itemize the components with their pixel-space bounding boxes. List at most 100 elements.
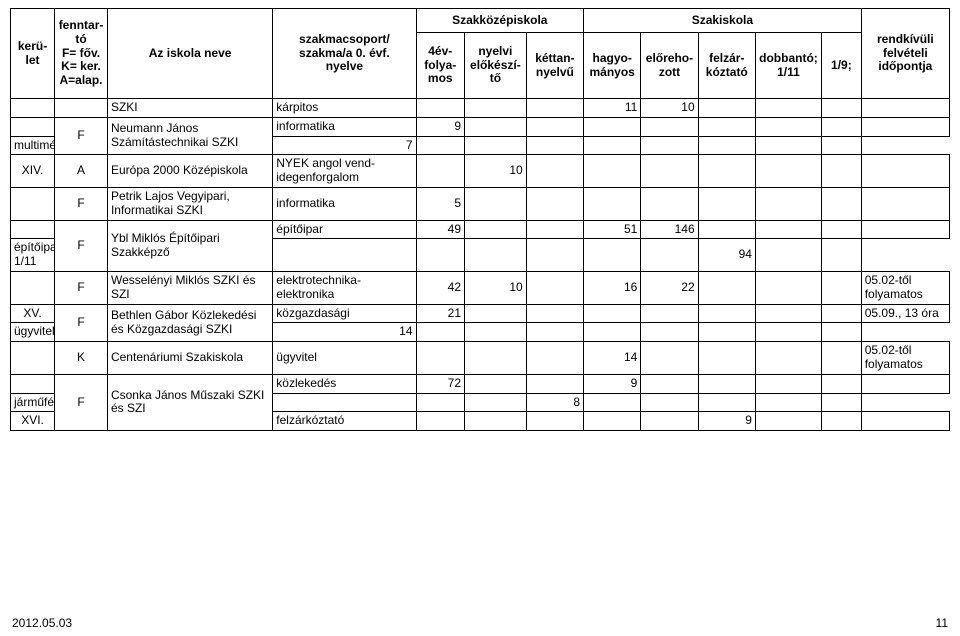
cell-rendkivuli	[861, 155, 949, 188]
cell-c7: 16	[584, 271, 641, 304]
cell-c9	[698, 99, 755, 118]
cell-c6	[465, 393, 527, 412]
cell-c7	[584, 155, 641, 188]
cell-c8	[641, 117, 698, 136]
cell-c11	[822, 99, 862, 118]
cell-c4: 14	[273, 323, 416, 342]
cell-c11	[755, 136, 821, 155]
schedule-table: kerü-let fenntar-tóF= főv.K= ker.A=alap.…	[10, 8, 950, 431]
cell-c11	[755, 393, 821, 412]
cell-c4	[273, 239, 416, 272]
cell-rendkivuli	[822, 136, 862, 155]
cell-c11	[822, 271, 862, 304]
cell-c6	[465, 323, 527, 342]
cell-c6	[465, 239, 527, 272]
cell-c11	[822, 117, 862, 136]
cell-fenntarto: F	[55, 187, 108, 220]
cell-c10	[755, 220, 821, 239]
table-row: FNeumann János Számítástechnikai SZKIinf…	[11, 117, 950, 136]
cell-c4	[273, 393, 416, 412]
cell-c6	[526, 99, 583, 118]
cell-c11	[755, 239, 821, 272]
cell-c4: 7	[273, 136, 416, 155]
col-szakma: szakmacsoport/szakma/a 0. évf.nyelve	[273, 9, 416, 99]
cell-c8	[584, 393, 641, 412]
cell-c5	[416, 393, 464, 412]
cell-c8	[641, 187, 698, 220]
cell-iskolaneve: Centenáriumi Szakiskola	[107, 342, 272, 375]
cell-iskolaneve: Wesselényi Miklós SZKI és SZI	[107, 271, 272, 304]
table-row: SZKIkárpitos1110	[11, 99, 950, 118]
cell-c10	[755, 117, 821, 136]
cell-c6	[526, 220, 583, 239]
colgroup-szakiskola: Szakiskola	[584, 9, 862, 33]
col-fenntarto: fenntar-tóF= főv.K= ker.A=alap.	[55, 9, 108, 99]
col-iskolaneve: Az iskola neve	[107, 9, 272, 99]
cell-c6	[526, 412, 583, 431]
col-hagyomanyos: hagyo-mányos	[584, 33, 641, 99]
cell-c10	[698, 323, 755, 342]
col-1per9: 1/9;	[822, 33, 862, 99]
cell-kerulet: XVI.	[11, 412, 55, 431]
cell-c5	[465, 304, 527, 323]
colgroup-szakkoz: Szakközépiskola	[416, 9, 584, 33]
cell-szakma: informatika	[273, 187, 416, 220]
cell-c11	[822, 374, 862, 393]
table-body: SZKIkárpitos1110FNeumann János Számítást…	[11, 99, 950, 431]
cell-c5: 10	[465, 271, 527, 304]
cell-c11	[822, 220, 862, 239]
table-row: FYbl Miklós Építőipari Szakképzőépítőipa…	[11, 220, 950, 239]
cell-c5	[465, 342, 527, 375]
cell-c8	[641, 412, 698, 431]
table-row: KCentenáriumi Szakiskolaügyvitel1405.02-…	[11, 342, 950, 375]
table-row: FWesselényi Miklós SZKI és SZIelektrotec…	[11, 271, 950, 304]
cell-c5	[465, 412, 527, 431]
cell-fenntarto: F	[55, 374, 108, 430]
cell-c4: 42	[416, 271, 464, 304]
cell-c8	[641, 155, 698, 188]
cell-iskolaneve: Európa 2000 Középiskola	[107, 155, 272, 188]
cell-c10	[698, 393, 755, 412]
cell-c9	[698, 304, 755, 323]
cell-rendkivuli	[861, 187, 949, 220]
cell-c8	[641, 304, 698, 323]
cell-c8: 10	[641, 99, 698, 118]
cell-c9	[641, 323, 698, 342]
cell-c10	[698, 136, 755, 155]
col-kettannyelvu: kéttan-nyelvű	[526, 33, 583, 99]
cell-c11	[822, 155, 862, 188]
cell-c11	[822, 187, 862, 220]
cell-rendkivuli	[861, 220, 949, 239]
cell-c4	[416, 155, 464, 188]
cell-c7: 51	[584, 220, 641, 239]
cell-szakma: építőipar 1/11	[11, 239, 55, 272]
cell-rendkivuli	[861, 99, 949, 118]
cell-c9	[698, 117, 755, 136]
cell-c4	[416, 342, 464, 375]
cell-c6	[465, 136, 527, 155]
cell-c6	[526, 304, 583, 323]
col-felzarkoztato: felzár-kóztató	[698, 33, 755, 99]
cell-iskolaneve: Ybl Miklós Építőipari Szakképző	[107, 220, 272, 271]
cell-c7	[526, 239, 583, 272]
cell-c5	[465, 117, 527, 136]
cell-c5	[465, 187, 527, 220]
cell-szakma: NYEK angol vend-idegenforgalom	[273, 155, 416, 188]
cell-szakma: elektrotechnika-elektronika	[273, 271, 416, 304]
cell-c6	[526, 155, 583, 188]
cell-kerulet	[11, 99, 55, 118]
cell-c11	[822, 304, 862, 323]
col-nyelvi: nyelvielőkészí-tő	[465, 33, 527, 99]
cell-c10	[755, 374, 821, 393]
cell-rendkivuli: 05.02-től folyamatos	[861, 271, 949, 304]
cell-c6	[526, 342, 583, 375]
cell-c8: 146	[641, 220, 698, 239]
cell-c4: 9	[416, 117, 464, 136]
cell-iskolaneve: Petrik Lajos Vegyipari, Informatikai SZK…	[107, 187, 272, 220]
cell-c7: 8	[526, 393, 583, 412]
cell-c7	[526, 323, 583, 342]
cell-c6	[526, 271, 583, 304]
cell-c5: 10	[465, 155, 527, 188]
cell-c5	[465, 99, 527, 118]
cell-rendkivuli	[861, 412, 949, 431]
